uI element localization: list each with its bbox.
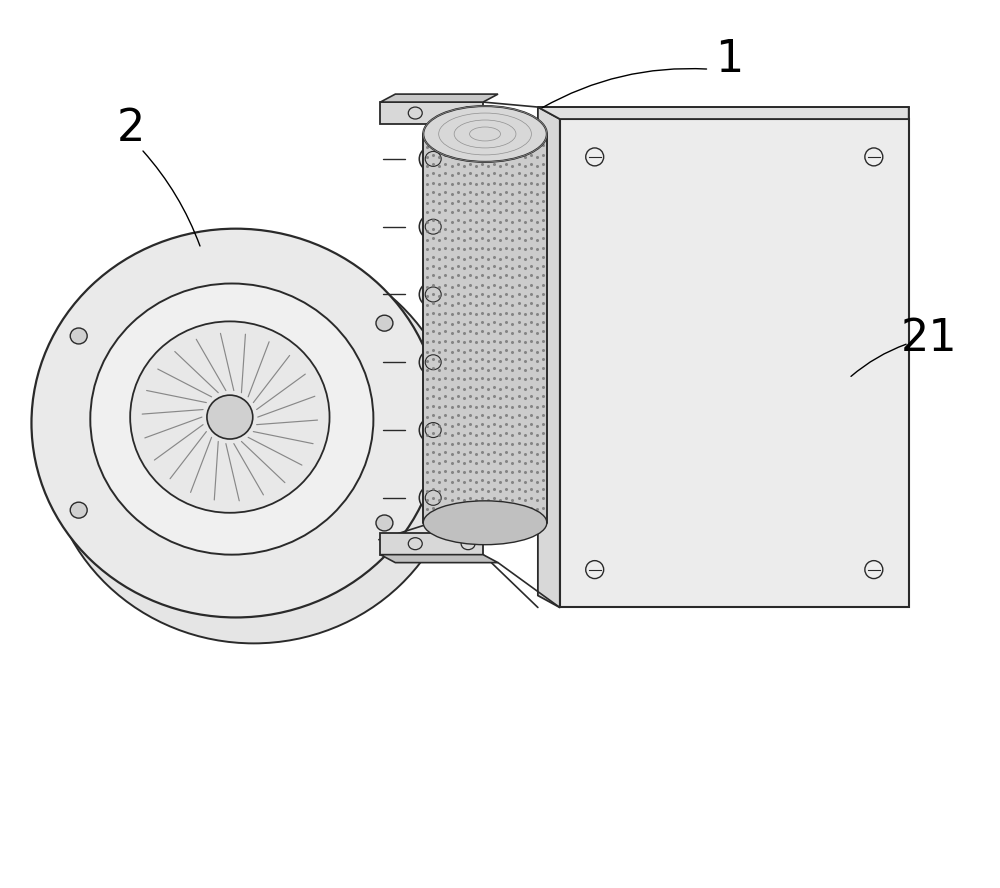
Ellipse shape [207, 395, 253, 439]
Ellipse shape [425, 490, 441, 505]
Ellipse shape [47, 247, 461, 644]
Text: 2: 2 [117, 107, 145, 150]
Ellipse shape [408, 538, 422, 550]
Ellipse shape [423, 106, 547, 162]
Ellipse shape [865, 148, 883, 166]
Ellipse shape [461, 219, 476, 234]
Ellipse shape [419, 417, 447, 443]
Ellipse shape [419, 214, 447, 240]
Ellipse shape [461, 423, 476, 437]
Ellipse shape [376, 515, 393, 531]
Ellipse shape [865, 560, 883, 579]
Text: 1: 1 [715, 37, 743, 81]
Text: 21: 21 [900, 317, 957, 360]
Ellipse shape [425, 152, 441, 166]
Ellipse shape [423, 501, 547, 544]
Ellipse shape [376, 315, 393, 331]
Ellipse shape [70, 328, 87, 344]
Polygon shape [423, 134, 547, 523]
Ellipse shape [461, 491, 476, 504]
Ellipse shape [425, 287, 441, 302]
Ellipse shape [586, 560, 604, 579]
Ellipse shape [461, 538, 475, 550]
Ellipse shape [70, 503, 87, 518]
Ellipse shape [461, 152, 476, 166]
Ellipse shape [458, 509, 476, 525]
Polygon shape [380, 533, 483, 555]
Ellipse shape [130, 321, 330, 512]
Ellipse shape [425, 219, 441, 234]
Polygon shape [380, 555, 498, 563]
Polygon shape [380, 94, 498, 102]
Ellipse shape [419, 485, 447, 511]
Ellipse shape [90, 283, 373, 555]
Ellipse shape [419, 146, 447, 172]
Polygon shape [380, 102, 483, 124]
Ellipse shape [586, 148, 604, 166]
Ellipse shape [461, 355, 476, 369]
Polygon shape [538, 107, 560, 607]
Ellipse shape [419, 281, 447, 307]
Ellipse shape [461, 107, 475, 119]
Ellipse shape [425, 355, 441, 369]
Ellipse shape [425, 423, 441, 438]
Polygon shape [560, 119, 909, 607]
Ellipse shape [31, 229, 440, 617]
Ellipse shape [408, 107, 422, 119]
Polygon shape [445, 124, 463, 533]
Ellipse shape [419, 349, 447, 376]
Ellipse shape [461, 288, 476, 301]
Polygon shape [538, 107, 909, 119]
